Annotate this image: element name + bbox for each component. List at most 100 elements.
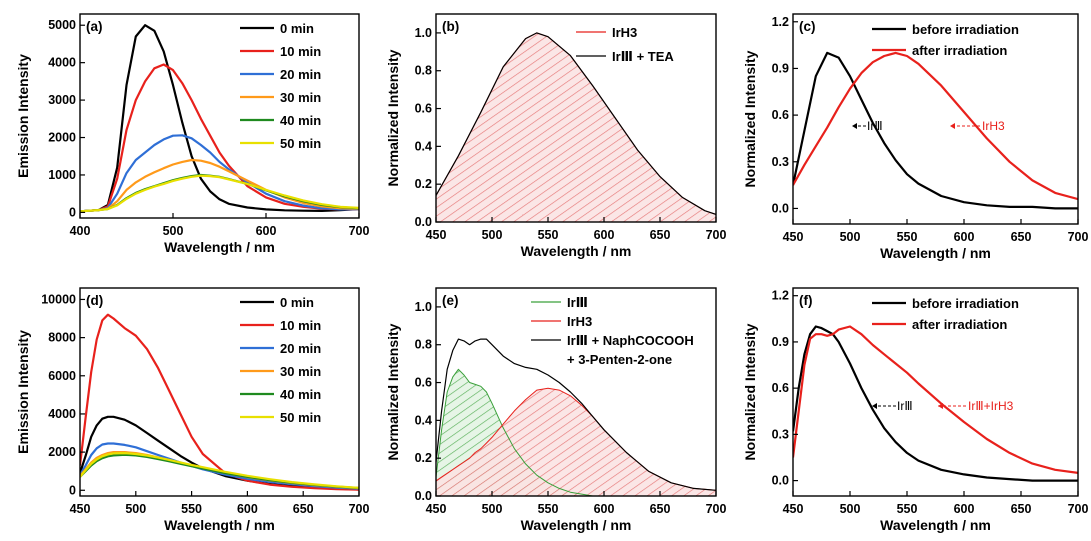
- plot-frame: [792, 287, 1079, 497]
- x-tick-label: 650: [293, 502, 314, 516]
- y-tick-label: 0.6: [415, 376, 432, 390]
- x-tick-label: 650: [1011, 230, 1032, 244]
- series-line: [793, 51, 1078, 201]
- legend-label: before irradiation: [912, 296, 1019, 311]
- x-tick-label: 550: [538, 502, 559, 516]
- legend-label: 50 min: [280, 410, 321, 425]
- y-tick-label: 1.0: [415, 26, 432, 40]
- legend-label: IrⅢ + TEA: [612, 49, 674, 64]
- y-tick-label: 0.3: [772, 427, 789, 441]
- y-tick-label: 0.2: [415, 177, 432, 191]
- x-tick-label: 500: [482, 502, 503, 516]
- legend-label: 50 min: [280, 136, 321, 151]
- legend-label: IrH3: [612, 25, 637, 40]
- plot-area: [793, 325, 1078, 482]
- y-tick-label: 5000: [48, 18, 76, 32]
- y-tick-label: 1.2: [772, 15, 789, 29]
- plot-frame: [435, 13, 717, 223]
- x-axis-title: Wavelength / nm: [880, 517, 991, 533]
- y-tick-label: 4000: [48, 407, 76, 421]
- y-tick-label: 4000: [48, 56, 76, 70]
- legend-label: 0 min: [280, 21, 314, 36]
- y-axis-title: Emission Intensity: [15, 330, 31, 454]
- legend: 0 min 10 min 20 min 30 min 40 min 50 min: [240, 295, 321, 425]
- plot-area: [80, 24, 359, 213]
- y-axis-title: Emission Intensity: [15, 54, 31, 178]
- y-tick-label: 0: [69, 483, 76, 497]
- series-line: [80, 63, 359, 213]
- x-tick-label: 650: [650, 228, 671, 242]
- x-tick-label: 600: [594, 502, 615, 516]
- x-tick-label: 550: [181, 502, 202, 516]
- x-tick-label: 500: [840, 230, 861, 244]
- legend-label: IrⅢ: [567, 295, 588, 310]
- y-tick-label: 6000: [48, 369, 76, 383]
- y-axis-title: Normalized Intensity: [742, 323, 758, 460]
- panel-c: 450 500 550 600 650 700 0.0 0.3 0.6 0.9 1.2 Wavelen…: [742, 13, 1089, 261]
- panel-label: (c): [799, 19, 816, 34]
- series-fill: [436, 32, 716, 222]
- annotation-label: IrⅢ: [897, 399, 913, 413]
- legend: IrⅢ IrH3 IrⅢ + NaphCOCOOH + 3-Penten-2-one: [531, 295, 694, 367]
- plot-frame: [79, 13, 360, 219]
- panel-e: 450 500 550 600 650 700 0.0 0.2 0.4 0.6 0.8 1.0 Wave…: [385, 287, 727, 533]
- x-tick-label: 700: [706, 502, 727, 516]
- x-tick-label: 550: [897, 230, 918, 244]
- series-line: [80, 158, 359, 213]
- x-axis-title: Wavelength / nm: [521, 243, 632, 259]
- panel-f: 450 500 550 600 650 700 0.0 0.3 0.6 0.9 1.2 Wavelen…: [742, 287, 1088, 533]
- x-tick-label: 700: [706, 228, 727, 242]
- arrow-head: [938, 403, 943, 409]
- series-line: [80, 134, 359, 213]
- x-tick-label: 700: [1068, 230, 1089, 244]
- y-tick-label: 8000: [48, 331, 76, 345]
- y-tick-label: 0.6: [772, 381, 789, 395]
- y-tick-label: 0.0: [772, 201, 789, 215]
- x-tick-label: 450: [783, 230, 804, 244]
- x-tick-label: 450: [426, 502, 447, 516]
- x-tick-label: 550: [897, 502, 918, 516]
- plot-area: [436, 32, 716, 222]
- plot-frame: [435, 287, 717, 497]
- plot-area: [436, 338, 716, 496]
- legend-label: 10 min: [280, 44, 321, 59]
- legend: before irradiation after irradiation: [872, 296, 1019, 332]
- plot-area: [793, 51, 1078, 210]
- x-axis-title: Wavelength / nm: [164, 239, 275, 255]
- y-tick-label: 1.2: [772, 289, 789, 303]
- x-tick-label: 600: [594, 228, 615, 242]
- x-tick-label: 500: [482, 228, 503, 242]
- series-line: [793, 325, 1078, 474]
- series-line: [80, 452, 359, 489]
- series-line: [436, 368, 716, 496]
- legend-label: 10 min: [280, 318, 321, 333]
- y-tick-label: 0.4: [415, 139, 432, 153]
- legend-label: before irradiation: [912, 22, 1019, 37]
- legend-label: 30 min: [280, 364, 321, 379]
- legend-label: after irradiation: [912, 43, 1007, 58]
- arrow-head: [872, 403, 877, 409]
- series-line: [436, 32, 716, 215]
- x-tick-label: 500: [840, 502, 861, 516]
- legend-label: 40 min: [280, 113, 321, 128]
- x-tick-label: 600: [237, 502, 258, 516]
- panel-label: (a): [86, 19, 103, 34]
- y-tick-label: 0.2: [415, 451, 432, 465]
- series-line: [80, 442, 359, 490]
- arrow-head: [852, 123, 857, 129]
- series-line: [80, 24, 359, 213]
- x-axis-title: Wavelength / nm: [521, 517, 632, 533]
- x-tick-label: 500: [125, 502, 146, 516]
- arrow-head: [950, 123, 955, 129]
- y-tick-label: 0.8: [415, 64, 432, 78]
- plot-area: [80, 313, 359, 491]
- panel-a: 400 500 600 700 0 1000 2000 3000 4000 5000 Wavelen…: [15, 13, 369, 255]
- y-axis-title: Normalized Intensity: [385, 49, 401, 186]
- y-tick-label: 0.9: [772, 61, 789, 75]
- series-fill: [436, 388, 716, 496]
- panel-label: (b): [442, 19, 459, 34]
- legend-label: 30 min: [280, 90, 321, 105]
- y-axis-title: Normalized Intensity: [385, 323, 401, 460]
- y-tick-label: 10000: [41, 292, 76, 306]
- series-line: [793, 325, 1078, 482]
